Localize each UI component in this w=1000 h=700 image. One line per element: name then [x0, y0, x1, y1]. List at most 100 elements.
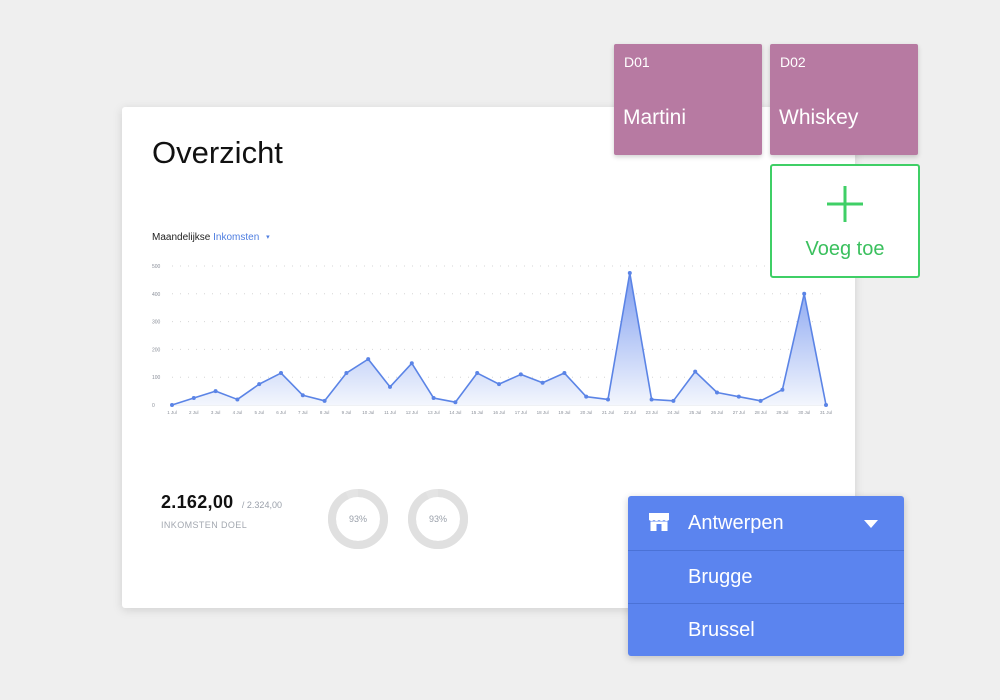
x-tick-label: 21 Jul [602, 410, 614, 415]
y-tick-label: 100 [152, 375, 161, 381]
y-tick-label: 200 [152, 347, 161, 353]
data-point [671, 398, 676, 403]
data-point [213, 389, 218, 394]
x-tick-label: 10 Jul [362, 410, 374, 415]
income-target-total: / 2.324,00 [241, 500, 282, 510]
y-tick-label: 300 [152, 320, 161, 326]
x-tick-label: 28 Jul [755, 410, 767, 415]
tile-code: D02 [780, 54, 806, 70]
data-point [497, 382, 501, 387]
x-tick-label: 7 Jul [298, 410, 308, 415]
x-tick-label: 12 Jul [406, 410, 418, 415]
data-point [780, 387, 785, 392]
tile-name: Whiskey [779, 106, 859, 129]
x-tick-label: 30 Jul [798, 410, 810, 415]
data-point [475, 371, 480, 376]
data-point [540, 380, 545, 385]
location-option-label: Brussel [688, 619, 755, 641]
income-goal-label: INKOMSTEN DOEL [161, 520, 248, 530]
x-tick-label: 23 Jul [646, 410, 658, 415]
data-point [170, 403, 174, 407]
metric-selector[interactable]: Maandelijkse Inkomsten ▾ [152, 232, 270, 243]
x-tick-label: 8 Jul [320, 410, 330, 415]
x-tick-label: 9 Jul [342, 410, 352, 415]
data-point [736, 394, 741, 399]
donut-chart-2: 93% [408, 489, 468, 549]
location-option-label: Brugge [688, 566, 753, 588]
data-point [627, 270, 632, 275]
page-title: Overzicht [152, 135, 283, 170]
add-tile-button[interactable]: Voeg toe [770, 164, 920, 278]
data-point [344, 371, 349, 376]
income-stats: 2.162,00 / 2.324,00 INKOMSTEN DOEL [161, 492, 282, 530]
x-tick-label: 17 Jul [515, 410, 527, 415]
data-point [453, 400, 458, 405]
chevron-down-icon: ▾ [266, 234, 270, 241]
x-tick-label: 22 Jul [624, 410, 636, 415]
data-point [191, 396, 196, 401]
tile-d01[interactable]: D01 Martini [614, 44, 762, 155]
plus-icon [827, 186, 863, 222]
data-point [606, 397, 610, 402]
data-point [279, 371, 283, 376]
x-tick-label: 20 Jul [580, 410, 592, 415]
data-point [366, 357, 371, 362]
donut-arc [408, 489, 468, 549]
y-tick-label: 400 [152, 292, 161, 298]
x-tick-label: 15 Jul [471, 410, 483, 415]
data-point [715, 390, 719, 395]
x-tick-label: 25 Jul [689, 410, 701, 415]
selector-metric: Inkomsten [213, 232, 260, 243]
selector-prefix: Maandelijkse [152, 232, 211, 243]
x-tick-label: 14 Jul [449, 410, 461, 415]
data-point [409, 361, 414, 366]
x-tick-label: 1 Jul [167, 410, 177, 415]
data-point [649, 397, 654, 402]
store-icon [649, 513, 669, 531]
overview-card: Overzicht Maandelijkse Inkomsten ▾ 0 100 2… [122, 107, 855, 608]
x-tick-label: 13 Jul [428, 410, 440, 415]
data-point [518, 372, 523, 377]
y-tick-label: 0 [152, 403, 155, 409]
data-point [584, 394, 589, 399]
data-point [693, 369, 698, 374]
data-point [824, 403, 828, 407]
x-tick-label: 29 Jul [776, 410, 788, 415]
donut-arc [328, 489, 388, 549]
data-point [235, 397, 240, 402]
x-tick-label: 11 Jul [384, 410, 396, 415]
tile-d02[interactable]: D02 Whiskey [770, 44, 918, 155]
donut-label: 93% [349, 514, 367, 524]
data-point [300, 393, 305, 398]
x-tick-label: 18 Jul [537, 410, 549, 415]
data-point [322, 398, 327, 403]
donut-label: 93% [429, 514, 447, 524]
data-point [257, 382, 262, 387]
donut-chart-1: 93% [328, 489, 388, 549]
data-point [388, 384, 392, 389]
x-tick-label: 5 Jul [254, 410, 264, 415]
x-tick-label: 19 Jul [558, 410, 570, 415]
data-point [802, 291, 807, 296]
x-tick-label: 3 Jul [211, 410, 221, 415]
x-tick-label: 4 Jul [233, 410, 243, 415]
x-tick-label: 6 Jul [276, 410, 286, 415]
income-value: 2.162,00 [161, 492, 234, 512]
add-tile-label: Voeg toe [805, 238, 885, 260]
x-tick-label: 2 Jul [189, 410, 199, 415]
location-option-brussel[interactable]: Brussel [628, 603, 904, 657]
caret-down-icon [864, 520, 878, 528]
data-point [758, 398, 763, 403]
y-tick-label: 500 [152, 264, 161, 270]
data-point [431, 396, 436, 401]
data-point [562, 371, 567, 376]
location-option-brugge[interactable]: Brugge [628, 550, 904, 604]
selected-location: Antwerpen [688, 512, 784, 534]
x-tick-label: 31 Jul [820, 410, 832, 415]
tile-code: D01 [624, 54, 650, 70]
location-dropdown-selected[interactable]: Antwerpen [628, 496, 904, 550]
x-tick-label: 16 Jul [493, 410, 505, 415]
income-chart: 0 100 200 300 400 500 1 Jul 2 Jul 3 Jul 4 Jul 5 Ju… [152, 264, 832, 415]
location-dropdown[interactable]: Antwerpen Brugge Brussel [628, 496, 904, 656]
x-tick-label: 26 Jul [711, 410, 723, 415]
